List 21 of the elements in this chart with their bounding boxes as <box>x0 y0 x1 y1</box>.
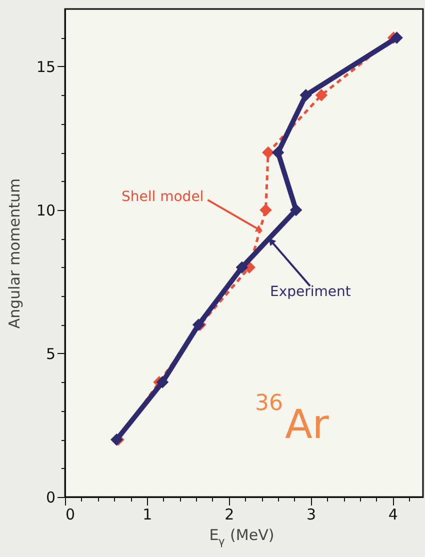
y-axis-title: Angular momentum <box>5 178 24 329</box>
x-tick-label: 3 <box>306 506 316 524</box>
point <box>272 146 284 159</box>
series-label: Experiment <box>270 284 352 300</box>
y-tick-label: 15 <box>36 58 56 76</box>
x-tick-label: 1 <box>142 506 152 524</box>
y-tick-label: 10 <box>36 201 56 220</box>
point <box>300 88 312 102</box>
y-tick-label: 0 <box>46 488 56 506</box>
y-tick-label: 5 <box>46 344 56 363</box>
point <box>290 204 302 216</box>
point <box>236 261 248 274</box>
point <box>315 88 328 102</box>
point <box>262 146 274 159</box>
point <box>260 204 272 216</box>
point <box>156 376 169 388</box>
point <box>390 32 403 44</box>
x-tick-label: 0 <box>66 506 76 524</box>
x-tick-label: 2 <box>224 506 234 524</box>
text: Shell model <box>122 188 204 205</box>
x-tick-label: 4 <box>388 506 398 524</box>
